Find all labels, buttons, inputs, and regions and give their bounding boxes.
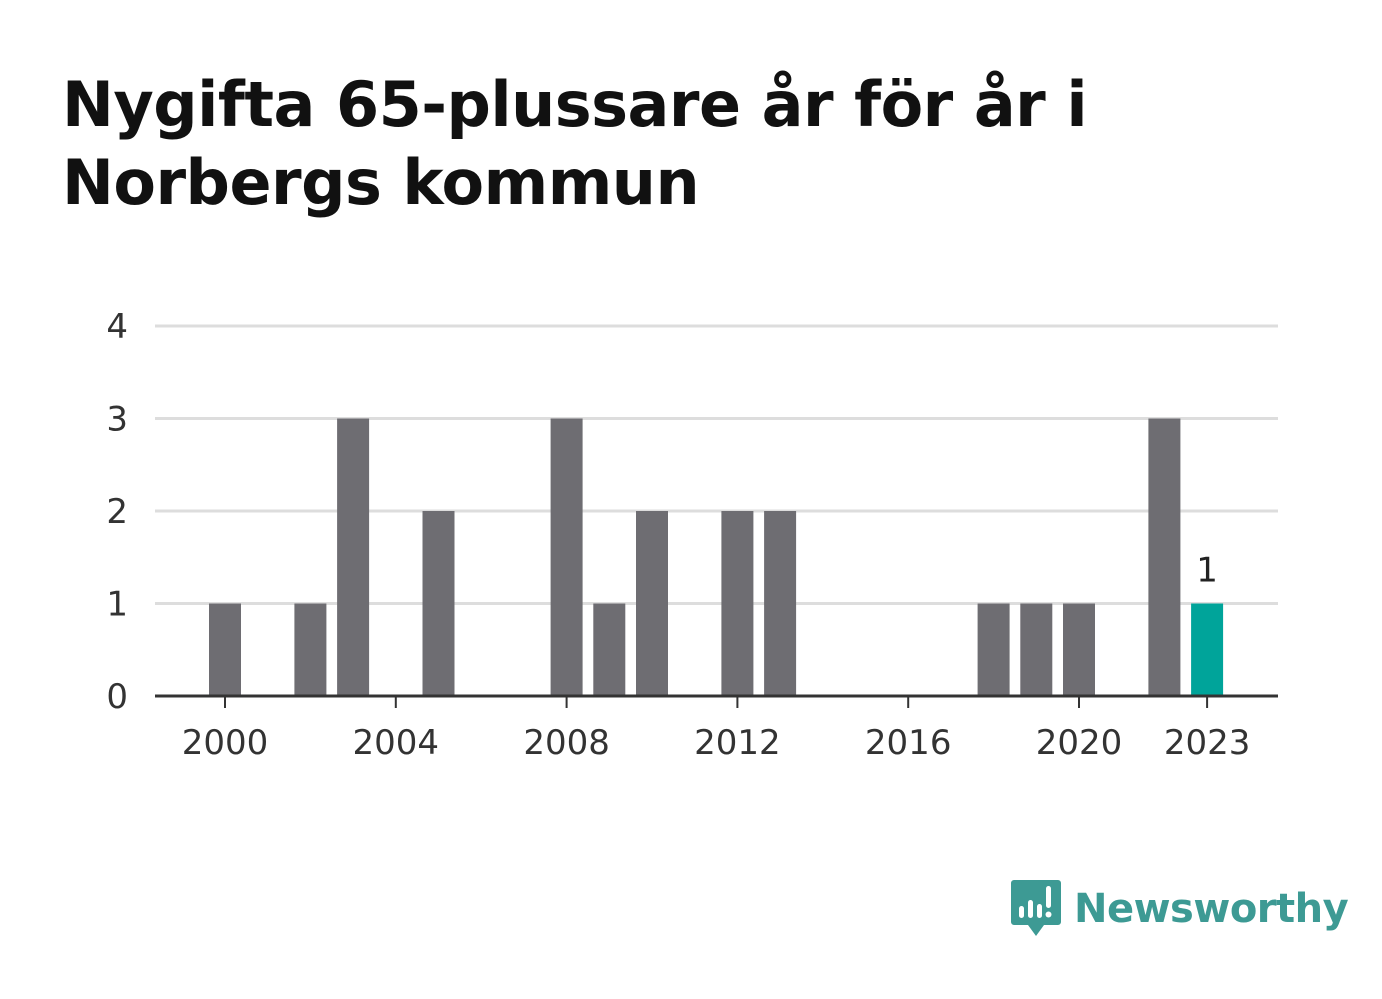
brand-logo: Newsworthy xyxy=(1010,878,1349,940)
bar-2008 xyxy=(550,418,583,696)
bar-2022 xyxy=(1148,418,1181,696)
y-tick-label: 3 xyxy=(106,400,128,440)
brand-name: Newsworthy xyxy=(1074,886,1349,932)
x-tick-label: 2016 xyxy=(865,723,952,763)
bar-2018 xyxy=(977,603,1010,696)
bars xyxy=(209,418,1224,696)
x-tick-label: 2020 xyxy=(1036,723,1123,763)
bar-2000 xyxy=(209,603,241,696)
bar-2009 xyxy=(593,603,626,696)
axes xyxy=(155,694,1278,708)
y-tick-label: 4 xyxy=(106,307,128,347)
grid-lines xyxy=(155,324,1278,605)
data-label-2023: 1 xyxy=(1196,551,1218,591)
bar-2019 xyxy=(1020,603,1053,696)
x-tick-label: 2008 xyxy=(523,723,610,763)
x-tick-label: 2023 xyxy=(1164,723,1251,763)
bar-2023 xyxy=(1191,603,1224,696)
bar-2010 xyxy=(636,511,668,696)
x-tick-label: 2004 xyxy=(353,723,440,763)
x-tick-label: 2000 xyxy=(182,723,269,763)
bar-2020 xyxy=(1063,603,1095,696)
bar-2003 xyxy=(337,418,370,696)
y-tick-label: 0 xyxy=(106,677,128,717)
y-tick-label: 2 xyxy=(106,492,128,532)
bar-2005 xyxy=(422,511,455,696)
y-tick-label: 1 xyxy=(106,585,128,625)
labels: 0 1 2 3 4 1 2000 2004 2008 2012 2016 2020 2023 xyxy=(106,307,1250,763)
newsworthy-logo-icon xyxy=(1011,880,1061,936)
bar-2012 xyxy=(721,511,754,696)
bar-2002 xyxy=(294,603,327,696)
x-tick-label: 2012 xyxy=(694,723,781,763)
bar-2013 xyxy=(764,511,797,696)
chart-title: Nygifta 65-plussare år för år i Norbergs… xyxy=(62,68,1088,219)
